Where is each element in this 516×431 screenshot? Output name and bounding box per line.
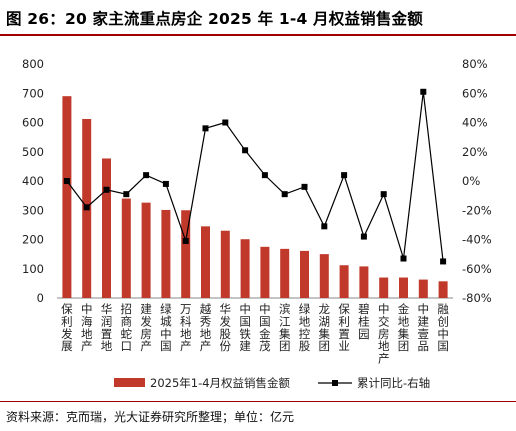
bar-招商蛇口 [121,198,131,298]
x-tick-label: 招商蛇口 [121,302,133,353]
yoy-point-滨江集团 [281,191,288,198]
x-tick-label: 金地集团 [398,302,410,353]
bar-华发股份 [220,230,230,298]
x-tick-label: 建发房产 [140,302,152,353]
bar-建发房产 [141,202,151,298]
x-tick-label: 中建壹品 [418,302,430,353]
yoy-point-金地集团 [400,255,407,262]
y-left-tick-label: 700 [22,86,44,100]
legend-bar-swatch [114,378,145,387]
bar-金地集团 [399,277,408,298]
bar-中建壹品 [418,279,428,298]
yoy-point-融创中国 [440,258,447,265]
yoy-point-越秀地产 [202,125,209,132]
y-left-tick-label: 400 [22,174,44,188]
yoy-point-万科地产 [182,237,189,244]
x-tick-label: 中国铁建 [239,302,251,353]
figure-title: 图 26：20 家主流重点房企 2025 年 1-4 月权益销售金额 [6,10,423,28]
yoy-point-碧桂园 [360,233,367,240]
yoy-point-华发股份 [222,119,229,126]
yoy-point-中海地产 [83,204,90,211]
yoy-point-绿城中国 [162,180,169,187]
x-tick-label: 越秀地产 [200,302,212,353]
y-right-tick-label: -40% [462,233,492,247]
y-left-tick-label: 200 [22,233,44,247]
legend-line-marker [332,380,338,386]
yoy-line [66,91,444,262]
yoy-point-绿地控股 [301,183,308,190]
bar-万科地产 [181,210,191,298]
bar-龙湖集团 [319,254,329,298]
bar-中国铁建 [240,239,250,298]
yoy-point-中交房地产 [380,191,387,198]
bar-绿地控股 [300,250,309,298]
x-tick-label: 中海地产 [81,302,93,353]
bar-绿城中国 [161,209,171,298]
bar-碧桂园 [359,266,369,298]
bar-保利置业 [339,265,349,298]
y-left-tick-label: 500 [22,145,44,159]
y-right-tick-label: 80% [462,57,488,71]
source-footnote: 资料来源：克而瑞，光大证券研究所整理；单位：亿元 [6,410,295,424]
x-tick-label: 华润置地 [101,302,113,353]
legend-bar-label: 2025年1-4月权益销售金额 [150,376,291,390]
x-tick-label: 万科地产 [180,302,192,353]
x-tick-label: 绿地控股 [299,302,311,353]
bar-滨江集团 [280,248,290,298]
x-tick-label: 绿城中国 [160,302,172,353]
x-tick-label: 保利发展 [61,302,73,353]
x-tick-label: 保利置业 [338,302,350,353]
y-right-tick-label: -60% [462,262,492,276]
yoy-point-建发房产 [143,172,150,179]
title-divider [0,34,516,36]
bar-融创中国 [438,281,448,298]
yoy-point-中国金茂 [261,172,268,179]
bar-中国金茂 [260,246,270,298]
yoy-point-中建壹品 [420,88,427,95]
y-left-tick-label: 100 [22,262,44,276]
y-left-tick-label: 600 [22,116,44,130]
y-left-tick-label: 800 [22,57,44,71]
y-left-tick-label: 0 [37,291,44,305]
x-tick-label: 滨江集团 [279,302,291,353]
yoy-point-龙湖集团 [321,223,328,230]
yoy-point-保利置业 [341,172,348,179]
bar-中交房地产 [379,277,389,298]
yoy-point-中国铁建 [242,147,249,154]
y-right-tick-label: 60% [462,86,488,100]
yoy-point-保利发展 [63,178,70,184]
x-tick-label: 华发股份 [220,302,232,353]
y-right-tick-label: -20% [462,203,492,217]
legend-line-label: 累计同比-右轴 [357,376,430,390]
bar-保利发展 [62,96,72,298]
yoy-point-招商蛇口 [123,191,130,198]
y-right-tick-label: 20% [462,145,488,159]
y-right-tick-label: 40% [462,116,488,130]
x-tick-label: 融创中国 [437,302,449,353]
x-tick-label: 龙湖集团 [319,302,331,353]
x-tick-label: 中国金茂 [259,302,271,353]
x-tick-label: 中交房地产 [378,302,390,366]
bar-华润置地 [102,158,111,298]
y-right-tick-label: 0% [462,174,480,188]
x-tick-label: 碧桂园 [358,302,370,341]
y-left-tick-label: 300 [22,203,44,217]
y-right-tick-label: -80% [462,291,492,305]
yoy-point-华润置地 [103,186,110,193]
bar-越秀地产 [201,226,210,298]
footnote-divider [0,401,516,402]
